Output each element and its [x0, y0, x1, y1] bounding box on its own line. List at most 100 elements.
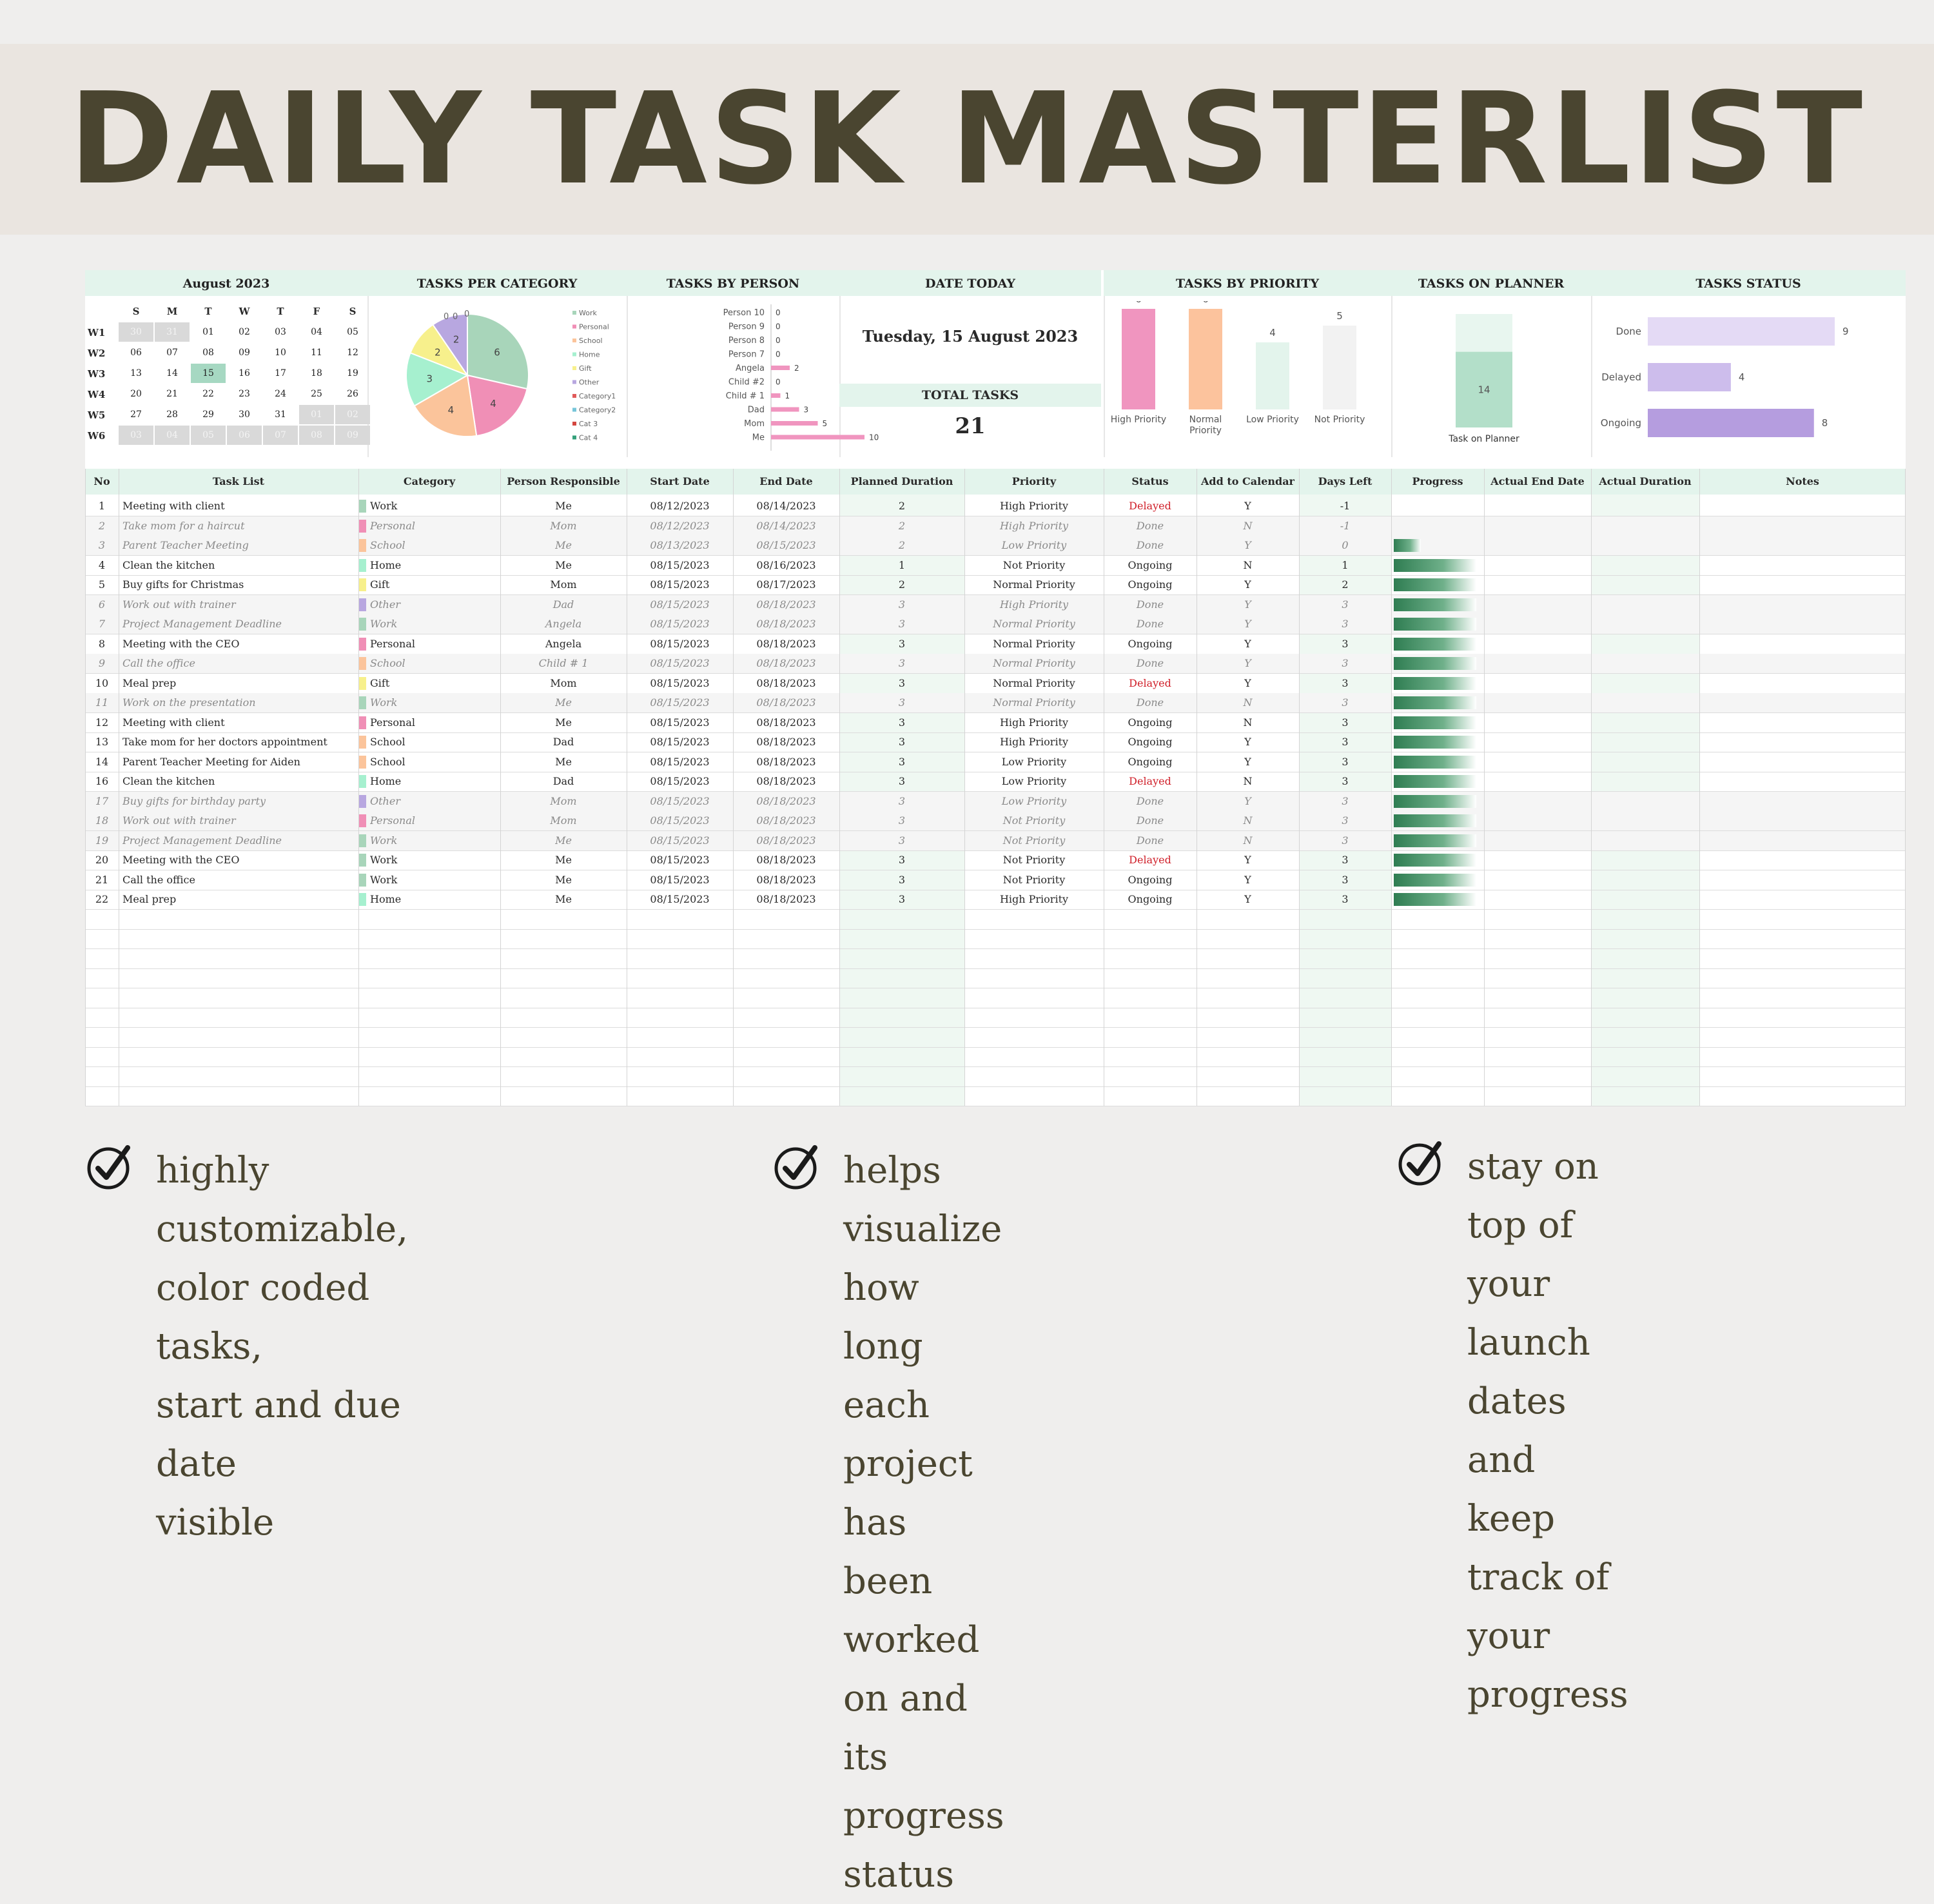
- table-row[interactable]: 2 Take mom for a haircut Personal Mom 08/12/…: [85, 516, 1906, 536]
- calendar-day[interactable]: 13: [130, 368, 142, 378]
- calendar-day[interactable]: 29: [202, 409, 214, 420]
- column-header-status[interactable]: Status: [1131, 475, 1169, 487]
- cell-days-left: 2: [1342, 578, 1349, 591]
- calendar-day[interactable]: 01: [299, 405, 334, 424]
- empty-row[interactable]: [85, 929, 1906, 949]
- column-header-start-date[interactable]: Start Date: [650, 475, 710, 487]
- table-row[interactable]: 14 Parent Teacher Meeting for Aiden School…: [85, 752, 1906, 772]
- calendar-day-header: S: [349, 306, 357, 317]
- calendar-day[interactable]: 12: [347, 348, 358, 358]
- empty-row[interactable]: [85, 910, 1906, 930]
- column-header-no[interactable]: No: [93, 475, 110, 487]
- column-header-person-responsible[interactable]: Person Responsible: [507, 475, 620, 487]
- table-row[interactable]: 12 Meeting with client Personal Me 08/15/202…: [85, 713, 1906, 733]
- calendar-day[interactable]: 26: [347, 389, 358, 399]
- column-header-days-left[interactable]: Days Left: [1318, 475, 1372, 487]
- empty-row[interactable]: [85, 1028, 1906, 1048]
- column-header-progress[interactable]: Progress: [1412, 475, 1463, 487]
- cell-no: 12: [95, 716, 109, 729]
- cell-start: 08/15/2023: [650, 637, 710, 650]
- calendar-day[interactable]: 18: [311, 368, 322, 378]
- table-row[interactable]: 3 Parent Teacher Meeting School Me 08/13/202…: [85, 536, 1906, 556]
- empty-row[interactable]: [85, 1008, 1906, 1028]
- column-header-add-to-calendar[interactable]: Add to Calendar: [1201, 475, 1294, 487]
- calendar-day[interactable]: 10: [275, 348, 286, 358]
- calendar-day[interactable]: 03: [119, 426, 153, 445]
- cell-duration: 3: [898, 775, 906, 787]
- calendar-day[interactable]: 31: [275, 409, 286, 420]
- progress-bar: [1394, 716, 1476, 729]
- calendar-day[interactable]: 19: [347, 368, 358, 378]
- calendar-day[interactable]: 06: [130, 348, 142, 358]
- calendar-day[interactable]: 15: [191, 364, 226, 383]
- calendar-day[interactable]: 31: [155, 322, 190, 342]
- calendar-day[interactable]: 23: [239, 389, 250, 399]
- person-label: Person 9: [728, 322, 765, 332]
- calendar-day[interactable]: 07: [263, 426, 298, 445]
- cell-status: Done: [1136, 814, 1164, 827]
- empty-row[interactable]: [85, 988, 1906, 1008]
- empty-row[interactable]: [85, 949, 1906, 969]
- calendar-day[interactable]: 17: [275, 368, 286, 378]
- empty-row[interactable]: [85, 968, 1906, 988]
- table-row[interactable]: 22 Meal prep Home Me 08/15/2023 08/18/2023 3 Hi…: [85, 890, 1906, 910]
- calendar-day[interactable]: 08: [202, 348, 214, 358]
- column-header-priority[interactable]: Priority: [1011, 475, 1057, 487]
- table-row[interactable]: 19 Project Management Deadline Work Me 08/15…: [85, 830, 1906, 851]
- table-row[interactable]: 9 Call the office School Child # 1 08/15/202…: [85, 654, 1906, 674]
- calendar-day[interactable]: 05: [347, 327, 358, 337]
- calendar-day[interactable]: 02: [335, 405, 370, 424]
- calendar-day[interactable]: 03: [275, 327, 286, 337]
- table-row[interactable]: 21 Call the office Work Me 08/15/2023 08/18/2…: [85, 870, 1906, 890]
- calendar-day[interactable]: 05: [191, 426, 226, 445]
- column-divider: [1905, 469, 1906, 1106]
- calendar-day[interactable]: 16: [239, 368, 250, 378]
- calendar-day[interactable]: 21: [166, 389, 178, 399]
- calendar-day[interactable]: 20: [130, 389, 142, 399]
- calendar-day[interactable]: 30: [119, 322, 153, 342]
- column-header-task-list[interactable]: Task List: [212, 475, 265, 487]
- table-row[interactable]: 13 Take mom for her doctors appointment Sc…: [85, 732, 1906, 752]
- cell-days-left: 3: [1342, 873, 1349, 886]
- calendar-day[interactable]: 14: [166, 368, 178, 378]
- cell-days-left: 3: [1342, 893, 1349, 905]
- pie-zero-label: 0: [453, 312, 458, 322]
- column-header-actual-end-date[interactable]: Actual End Date: [1490, 475, 1585, 487]
- calendar-day[interactable]: 11: [311, 348, 322, 358]
- table-row[interactable]: 7 Project Management Deadline Work Angela 08…: [85, 614, 1906, 634]
- calendar-day[interactable]: 02: [239, 327, 250, 337]
- calendar-day[interactable]: 04: [311, 327, 322, 337]
- table-row[interactable]: 20 Meeting with the CEO Work Me 08/15/2023 08…: [85, 850, 1906, 870]
- empty-row[interactable]: [85, 1086, 1906, 1106]
- calendar-day[interactable]: 22: [202, 389, 214, 399]
- cell-duration: 3: [898, 873, 906, 886]
- empty-row[interactable]: [85, 1047, 1906, 1067]
- calendar-day[interactable]: 01: [202, 327, 214, 337]
- calendar-day[interactable]: 08: [299, 426, 334, 445]
- calendar-day[interactable]: 07: [166, 348, 178, 358]
- calendar-day[interactable]: 24: [275, 389, 286, 399]
- calendar-day[interactable]: 28: [166, 409, 178, 420]
- cell-days-left: -1: [1340, 500, 1351, 512]
- calendar-day[interactable]: 04: [155, 426, 190, 445]
- pie-slice-school: [413, 374, 478, 437]
- calendar-day[interactable]: 06: [227, 426, 262, 445]
- legend-cat-4: Cat 4: [579, 434, 598, 442]
- cell-priority: Not Priority: [1002, 873, 1066, 886]
- calendar-day[interactable]: 09: [335, 426, 370, 445]
- column-header-notes[interactable]: Notes: [1786, 475, 1819, 487]
- calendar-day[interactable]: 09: [239, 348, 250, 358]
- calendar-day[interactable]: 27: [130, 409, 142, 420]
- column-header-category[interactable]: Category: [403, 475, 456, 487]
- empty-row[interactable]: [85, 1067, 1906, 1087]
- table-row[interactable]: 17 Buy gifts for birthday party Other Mom 08…: [85, 791, 1906, 812]
- column-header-actual-duration[interactable]: Actual Duration: [1599, 475, 1692, 487]
- cell-status: Ongoing: [1128, 716, 1173, 729]
- column-header-end-date[interactable]: End Date: [759, 475, 813, 487]
- calendar-day[interactable]: 25: [311, 389, 322, 399]
- column-header-planned-duration[interactable]: Planned Duration: [850, 475, 953, 487]
- calendar-day[interactable]: 30: [239, 409, 250, 420]
- table-row[interactable]: 11 Work on the presentation Work Me 08/15/20…: [85, 693, 1906, 713]
- cell-task: Clean the kitchen: [122, 558, 215, 571]
- table-row[interactable]: 4 Clean the kitchen Home Me 08/15/2023 08/16/…: [85, 556, 1906, 576]
